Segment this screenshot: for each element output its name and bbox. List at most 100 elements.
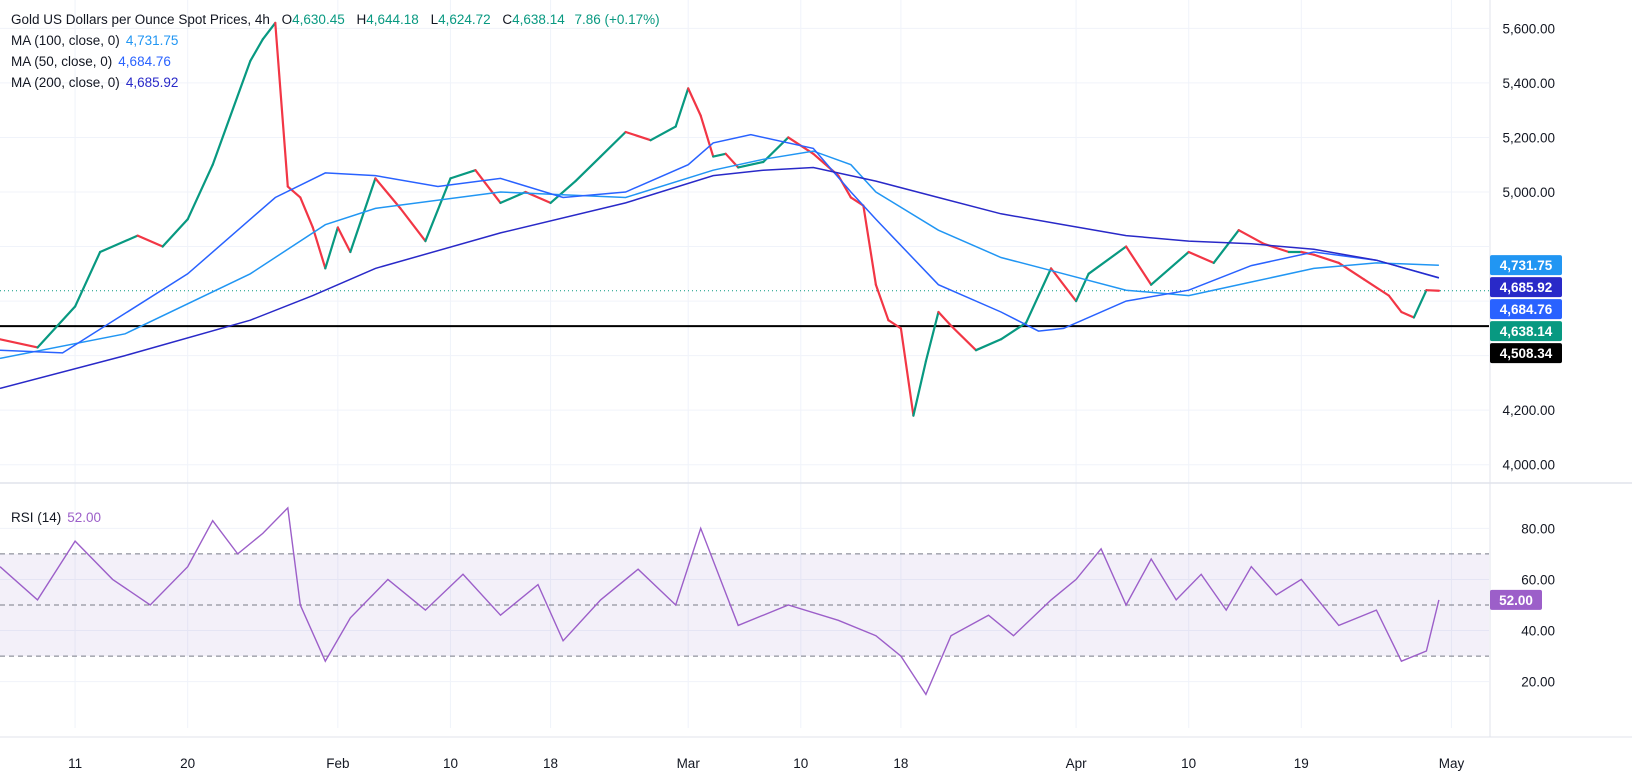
price-segment bbox=[1312, 253, 1340, 265]
price-segment bbox=[624, 130, 652, 142]
x-tick-label: 10 bbox=[1181, 756, 1196, 771]
x-tick-label: 10 bbox=[443, 756, 458, 771]
price-segment bbox=[349, 177, 377, 254]
close-value: 4,638.14 bbox=[512, 12, 565, 27]
price-segment bbox=[999, 321, 1028, 341]
change-value: 7.86 (+0.17%) bbox=[574, 12, 660, 27]
price-badge bbox=[1490, 343, 1562, 364]
price-badge bbox=[1490, 321, 1562, 342]
price-badge bbox=[1490, 277, 1562, 298]
price-segment bbox=[1187, 250, 1215, 265]
x-tick-label: Feb bbox=[326, 756, 349, 771]
ma50-label: MA (50, close, 0) bbox=[11, 54, 113, 69]
price-segment bbox=[73, 250, 102, 308]
x-tick-label: 20 bbox=[180, 756, 195, 771]
price-segment bbox=[974, 338, 1003, 352]
price-badge bbox=[1490, 255, 1562, 276]
x-tick-label: 10 bbox=[793, 756, 808, 771]
price-segment bbox=[399, 207, 427, 243]
price-segment bbox=[737, 160, 765, 169]
price-segment bbox=[1237, 229, 1265, 245]
ma100-label: MA (100, close, 0) bbox=[11, 33, 120, 48]
x-tick-label: Mar bbox=[677, 756, 701, 771]
price-badges: 4,731.75 4,685.92 4,684.76 4,638.14 4,508.34… bbox=[1490, 255, 1562, 610]
price-segment bbox=[324, 226, 339, 270]
close-label: C bbox=[502, 12, 513, 27]
price-segment bbox=[1150, 250, 1190, 286]
price-segment bbox=[862, 204, 877, 286]
price-segment bbox=[874, 283, 890, 322]
y-tick-label: 4,000.00 bbox=[1502, 458, 1555, 473]
open-value: 4,630.45 bbox=[292, 12, 345, 27]
price-segment bbox=[1400, 310, 1416, 319]
ma50-value: 4,684.76 bbox=[118, 54, 171, 69]
rsi-tick-label: 60.00 bbox=[1521, 572, 1555, 587]
price-badge-text: 4,684.76 bbox=[1500, 302, 1553, 317]
ma100-line bbox=[0, 150, 1439, 360]
x-tick-label: 11 bbox=[68, 756, 82, 771]
x-tick-label: 18 bbox=[893, 756, 908, 771]
x-tick-label: May bbox=[1439, 756, 1465, 771]
ma200-legend[interactable]: MA (200, close, 0) 4,685.92 bbox=[11, 73, 178, 93]
ma50-legend[interactable]: MA (50, close, 0) 4,684.76 bbox=[11, 52, 171, 72]
ma100-legend[interactable]: MA (100, close, 0) 4,731.75 bbox=[11, 31, 178, 51]
x-tick-label: 19 bbox=[1294, 756, 1309, 771]
grid bbox=[0, 0, 1489, 728]
price-segment bbox=[249, 38, 264, 63]
ma200-value: 4,685.92 bbox=[125, 75, 179, 90]
rsi-badge-text: 52.00 bbox=[1499, 593, 1533, 608]
price-segment bbox=[286, 185, 302, 199]
x-tick-label: Apr bbox=[1066, 756, 1088, 771]
price-badge bbox=[1490, 299, 1562, 320]
y-tick-label: 4,200.00 bbox=[1502, 403, 1555, 418]
ma200-line bbox=[0, 166, 1440, 390]
price-segment bbox=[161, 218, 189, 248]
price-segment bbox=[311, 226, 327, 270]
price-segment bbox=[924, 310, 940, 363]
price-segment bbox=[374, 177, 402, 210]
rsi-tick-label: 80.00 bbox=[1521, 521, 1555, 536]
ma100-value: 4,731.75 bbox=[125, 33, 179, 48]
price-segment bbox=[912, 359, 928, 417]
price-segment bbox=[1412, 289, 1428, 319]
price-segment bbox=[549, 179, 577, 205]
rsi-label: RSI (14) bbox=[11, 510, 62, 525]
symbol-title: Gold US Dollars per Ounce Spot Prices, 4… bbox=[11, 12, 270, 27]
y-tick-label: 5,600.00 bbox=[1502, 21, 1555, 36]
price-segment bbox=[674, 87, 690, 128]
price-segment bbox=[649, 125, 677, 142]
price-segment bbox=[299, 196, 314, 229]
price-segment bbox=[699, 114, 715, 158]
high-label: H bbox=[356, 12, 367, 27]
open-label: O bbox=[281, 12, 293, 27]
price-badge-text: 4,685.92 bbox=[1500, 280, 1553, 295]
price-segment bbox=[1362, 278, 1390, 297]
price-badge-text: 4,731.75 bbox=[1500, 258, 1553, 273]
rsi-legend[interactable]: RSI (14) 52.00 bbox=[11, 508, 101, 528]
price-pane bbox=[0, 21, 1489, 417]
price-segment bbox=[899, 327, 915, 417]
y-tick-label: 5,400.00 bbox=[1502, 76, 1555, 91]
ma50-line bbox=[0, 133, 1440, 354]
price-segment bbox=[474, 169, 502, 205]
price-segment bbox=[499, 190, 527, 205]
price-segment bbox=[449, 169, 477, 180]
price-segment bbox=[1087, 245, 1128, 275]
x-tick-label: 18 bbox=[543, 756, 558, 771]
y-tick-label: 5,000.00 bbox=[1502, 185, 1555, 200]
price-segment bbox=[186, 163, 214, 221]
price-segment bbox=[99, 234, 139, 254]
price-badge-text: 4,638.14 bbox=[1500, 324, 1553, 339]
price-segment bbox=[1074, 272, 1090, 303]
rsi-tick-label: 20.00 bbox=[1521, 675, 1555, 690]
rsi-band bbox=[0, 553, 1489, 657]
rsi-line bbox=[0, 506, 1440, 696]
chart-header: Gold US Dollars per Ounce Spot Prices, 4… bbox=[11, 10, 660, 30]
low-value: 4,624.72 bbox=[438, 12, 491, 27]
price-segment bbox=[1024, 267, 1053, 325]
high-value: 4,644.18 bbox=[366, 12, 419, 27]
price-segment bbox=[1425, 289, 1441, 292]
price-segment bbox=[1212, 229, 1240, 265]
price-segment bbox=[712, 152, 727, 158]
